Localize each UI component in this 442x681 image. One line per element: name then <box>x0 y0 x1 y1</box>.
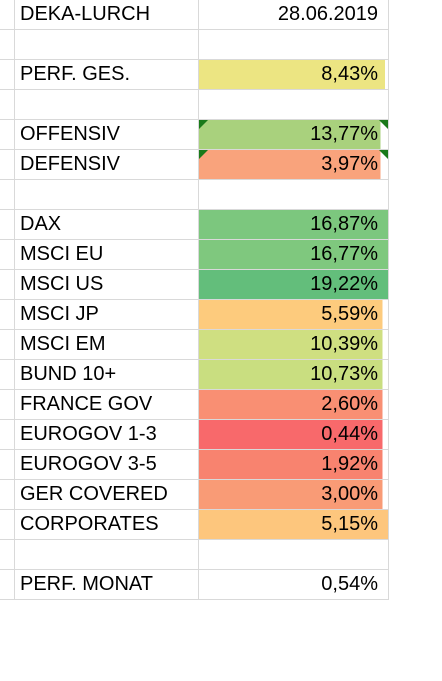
sheet-row <box>0 540 442 570</box>
error-indicator-icon <box>379 150 388 159</box>
error-indicator-icon <box>199 150 208 159</box>
cell-col-a[interactable] <box>0 90 15 120</box>
cell-col-a[interactable] <box>0 30 15 60</box>
cell-label[interactable]: EUROGOV 3-5 <box>15 450 199 480</box>
sheet-row: MSCI US 19,22% <box>0 270 442 300</box>
cell-value[interactable]: 0,44% <box>199 420 389 450</box>
cell-col-a[interactable] <box>0 510 15 540</box>
cell-col-a[interactable] <box>0 240 15 270</box>
cell-value[interactable]: 3,97% <box>199 150 389 180</box>
cell-value[interactable] <box>199 90 389 120</box>
cell-value[interactable]: 1,92% <box>199 450 389 480</box>
sheet-row <box>0 90 442 120</box>
sheet-row: MSCI EM 10,39% <box>0 330 442 360</box>
cell-label[interactable]: MSCI JP <box>15 300 199 330</box>
cell-value[interactable]: 16,87% <box>199 210 389 240</box>
sheet-row: OFFENSIV 13,77% <box>0 120 442 150</box>
cell-value[interactable]: 16,77% <box>199 240 389 270</box>
cell-col-a[interactable] <box>0 120 15 150</box>
cell-label[interactable]: FRANCE GOV <box>15 390 199 420</box>
cell-value[interactable]: 2,60% <box>199 390 389 420</box>
cell-value[interactable]: 13,77% <box>199 120 389 150</box>
sheet-row: DEFENSIV 3,97% <box>0 150 442 180</box>
cell-label[interactable]: EUROGOV 1-3 <box>15 420 199 450</box>
cell-value[interactable]: 19,22% <box>199 270 389 300</box>
cell-label[interactable]: GER COVERED <box>15 480 199 510</box>
sheet-row: PERF. MONAT 0,54% <box>0 570 442 600</box>
cell-value[interactable]: 5,15% <box>199 510 389 540</box>
cell-col-a[interactable] <box>0 0 15 30</box>
cell-col-a[interactable] <box>0 420 15 450</box>
cell-value[interactable]: 10,73% <box>199 360 389 390</box>
cell-value[interactable]: 5,59% <box>199 300 389 330</box>
sheet-row: CORPORATES 5,15% <box>0 510 442 540</box>
sheet-row: BUND 10+ 10,73% <box>0 360 442 390</box>
cell-col-a[interactable] <box>0 150 15 180</box>
cell-label[interactable] <box>15 180 199 210</box>
cell-label[interactable] <box>15 90 199 120</box>
cell-value[interactable]: 28.06.2019 <box>199 0 389 30</box>
sheet-row: DAX 16,87% <box>0 210 442 240</box>
cell-value[interactable]: 3,00% <box>199 480 389 510</box>
cell-label[interactable]: BUND 10+ <box>15 360 199 390</box>
cell-col-a[interactable] <box>0 180 15 210</box>
cell-value[interactable] <box>199 540 389 570</box>
cell-label[interactable]: PERF. MONAT <box>15 570 199 600</box>
cell-col-a[interactable] <box>0 480 15 510</box>
error-indicator-icon <box>199 120 208 129</box>
cell-label[interactable]: MSCI EM <box>15 330 199 360</box>
cell-value[interactable]: 10,39% <box>199 330 389 360</box>
cell-value[interactable] <box>199 30 389 60</box>
sheet-row: MSCI JP 5,59% <box>0 300 442 330</box>
cell-col-a[interactable] <box>0 300 15 330</box>
cell-col-a[interactable] <box>0 210 15 240</box>
cell-col-a[interactable] <box>0 360 15 390</box>
cell-col-a[interactable] <box>0 330 15 360</box>
cell-col-a[interactable] <box>0 60 15 90</box>
cell-value[interactable]: 0,54% <box>199 570 389 600</box>
sheet-row <box>0 180 442 210</box>
sheet-row: PERF. GES. 8,43% <box>0 60 442 90</box>
sheet-row: EUROGOV 1-3 0,44% <box>0 420 442 450</box>
cell-label[interactable] <box>15 540 199 570</box>
sheet-row: GER COVERED 3,00% <box>0 480 442 510</box>
spreadsheet-grid: DEKA-LURCH 28.06.2019 PERF. GES. 8,43% OFFEN… <box>0 0 442 600</box>
cell-label[interactable]: DEKA-LURCH <box>15 0 199 30</box>
sheet-row: DEKA-LURCH 28.06.2019 <box>0 0 442 30</box>
sheet-row <box>0 30 442 60</box>
error-indicator-icon <box>379 120 388 129</box>
cell-col-a[interactable] <box>0 390 15 420</box>
cell-value[interactable]: 8,43% <box>199 60 389 90</box>
cell-label[interactable]: MSCI EU <box>15 240 199 270</box>
cell-col-a[interactable] <box>0 450 15 480</box>
cell-label[interactable]: DAX <box>15 210 199 240</box>
sheet-row: FRANCE GOV 2,60% <box>0 390 442 420</box>
cell-label[interactable]: PERF. GES. <box>15 60 199 90</box>
cell-label[interactable] <box>15 30 199 60</box>
cell-col-a[interactable] <box>0 540 15 570</box>
cell-label[interactable]: DEFENSIV <box>15 150 199 180</box>
cell-col-a[interactable] <box>0 270 15 300</box>
cell-label[interactable]: CORPORATES <box>15 510 199 540</box>
cell-label[interactable]: OFFENSIV <box>15 120 199 150</box>
cell-label[interactable]: MSCI US <box>15 270 199 300</box>
sheet-row: MSCI EU 16,77% <box>0 240 442 270</box>
cell-col-a[interactable] <box>0 570 15 600</box>
cell-value[interactable] <box>199 180 389 210</box>
sheet-row: EUROGOV 3-5 1,92% <box>0 450 442 480</box>
